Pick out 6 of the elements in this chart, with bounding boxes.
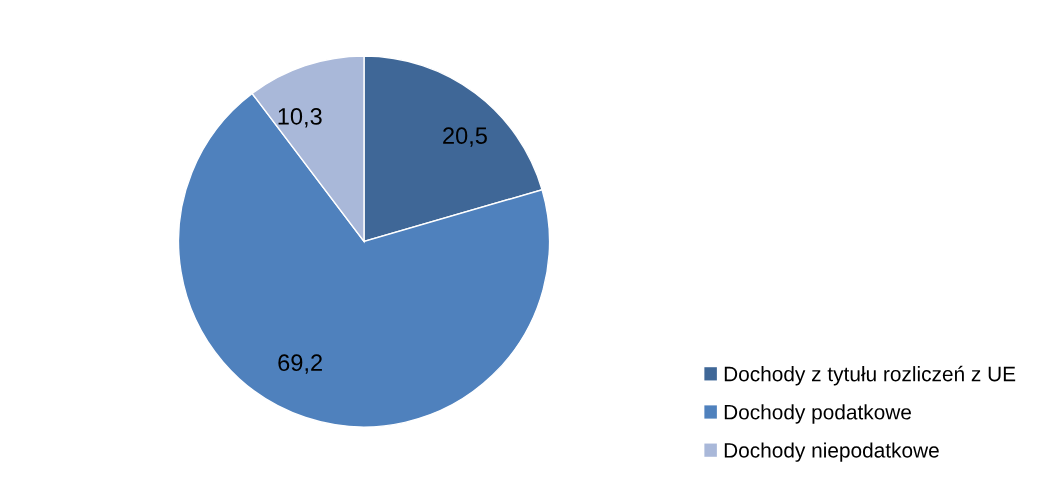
data-label: 20,5 <box>443 127 487 147</box>
legend-label: Dochody podatkowe <box>724 404 911 424</box>
legend-label: Dochody z tytułu rozliczeń z UE <box>724 365 1016 386</box>
data-label: 10,3 <box>278 108 322 128</box>
data-label: 69,2 <box>278 354 322 374</box>
legend-label: Dochody niepodatkowe <box>724 442 939 462</box>
